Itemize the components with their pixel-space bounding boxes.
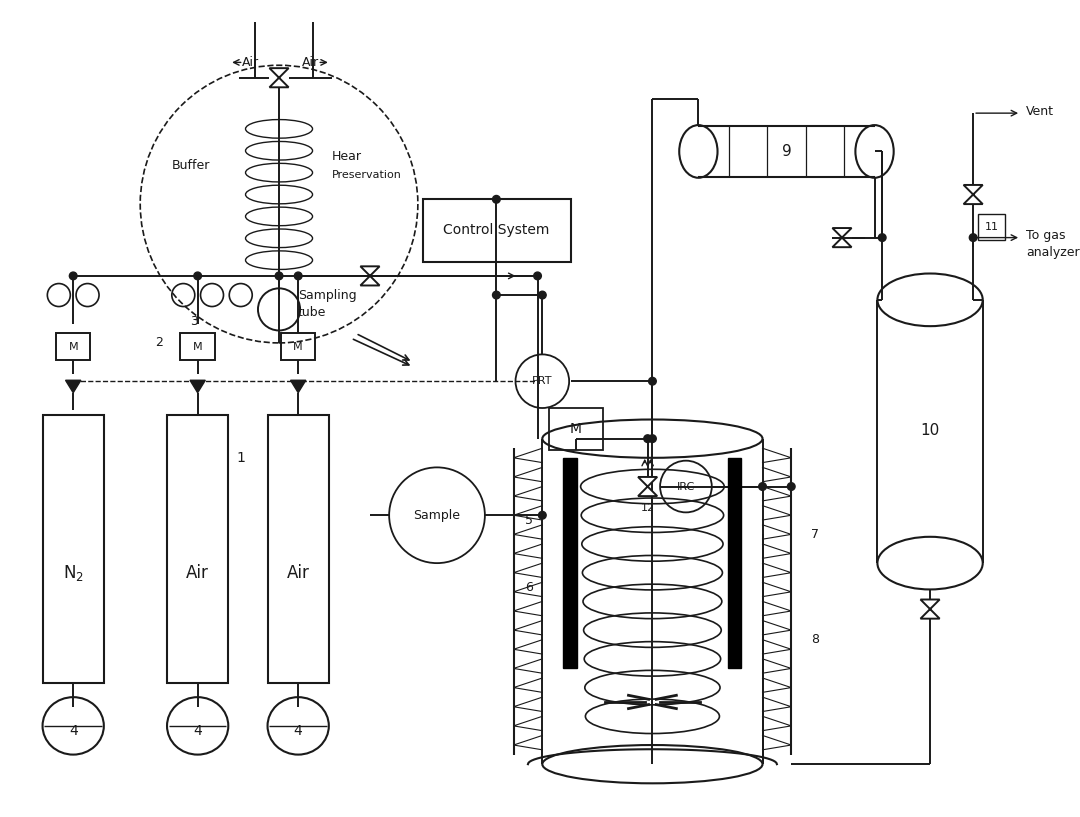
Text: 5: 5 [525, 514, 532, 526]
Text: 9: 9 [782, 144, 792, 159]
Bar [549, 408, 603, 450]
Text: M: M [193, 342, 202, 352]
Polygon shape [270, 68, 288, 87]
Text: PRT: PRT [532, 376, 553, 386]
Circle shape [275, 272, 283, 279]
Text: Air: Air [186, 564, 210, 582]
Text: 4: 4 [193, 724, 202, 738]
Text: M: M [570, 422, 582, 436]
Bar [42, 415, 104, 683]
Polygon shape [291, 380, 306, 393]
Text: Buffer: Buffer [172, 159, 211, 172]
Bar [167, 415, 228, 683]
Text: 1: 1 [237, 451, 245, 465]
Text: 2: 2 [156, 337, 163, 350]
Circle shape [878, 234, 886, 242]
Circle shape [534, 272, 541, 279]
Polygon shape [190, 380, 205, 393]
Text: Sampling: Sampling [298, 288, 356, 301]
Circle shape [492, 195, 500, 203]
Text: Air: Air [287, 564, 310, 582]
Circle shape [649, 435, 657, 443]
Circle shape [492, 291, 500, 299]
Circle shape [295, 272, 302, 279]
Polygon shape [66, 380, 81, 393]
Polygon shape [920, 600, 940, 618]
Text: M: M [68, 342, 78, 352]
Circle shape [193, 272, 202, 279]
Circle shape [539, 291, 546, 299]
Text: Air: Air [242, 56, 259, 69]
Text: 4: 4 [69, 724, 78, 738]
Bar [564, 458, 577, 668]
Text: 4: 4 [294, 724, 302, 738]
Text: IRC: IRC [677, 481, 696, 492]
Text: Control System: Control System [443, 223, 550, 237]
Bar [180, 333, 215, 360]
Circle shape [644, 435, 651, 443]
Circle shape [758, 483, 767, 490]
Text: M: M [294, 342, 303, 352]
Circle shape [539, 511, 546, 519]
Text: 6: 6 [525, 581, 532, 594]
Text: 7: 7 [811, 528, 820, 541]
Text: 10: 10 [920, 423, 940, 439]
Text: tube: tube [298, 306, 326, 319]
Polygon shape [361, 266, 379, 285]
Text: To gas: To gas [1026, 230, 1065, 242]
Text: analyzer: analyzer [1026, 247, 1079, 260]
Polygon shape [963, 185, 983, 204]
Circle shape [69, 272, 77, 279]
Bar [978, 214, 1004, 240]
Circle shape [649, 377, 657, 385]
Polygon shape [833, 228, 851, 248]
Text: Preservation: Preservation [332, 171, 402, 181]
Bar [56, 333, 91, 360]
Text: Air: Air [302, 56, 320, 69]
Circle shape [970, 234, 977, 242]
Text: Hear: Hear [332, 150, 362, 163]
Text: Sample: Sample [414, 509, 460, 522]
Text: 12: 12 [640, 502, 654, 512]
Text: 8: 8 [811, 633, 820, 646]
Text: Vent: Vent [1026, 105, 1054, 118]
Circle shape [787, 483, 795, 490]
Text: 11: 11 [984, 222, 998, 232]
Polygon shape [638, 477, 658, 496]
Text: N$_2$: N$_2$ [63, 563, 83, 583]
Bar [268, 415, 328, 683]
Bar [422, 199, 571, 261]
Text: 3: 3 [190, 315, 198, 328]
Bar [728, 458, 742, 668]
Bar [281, 333, 315, 360]
